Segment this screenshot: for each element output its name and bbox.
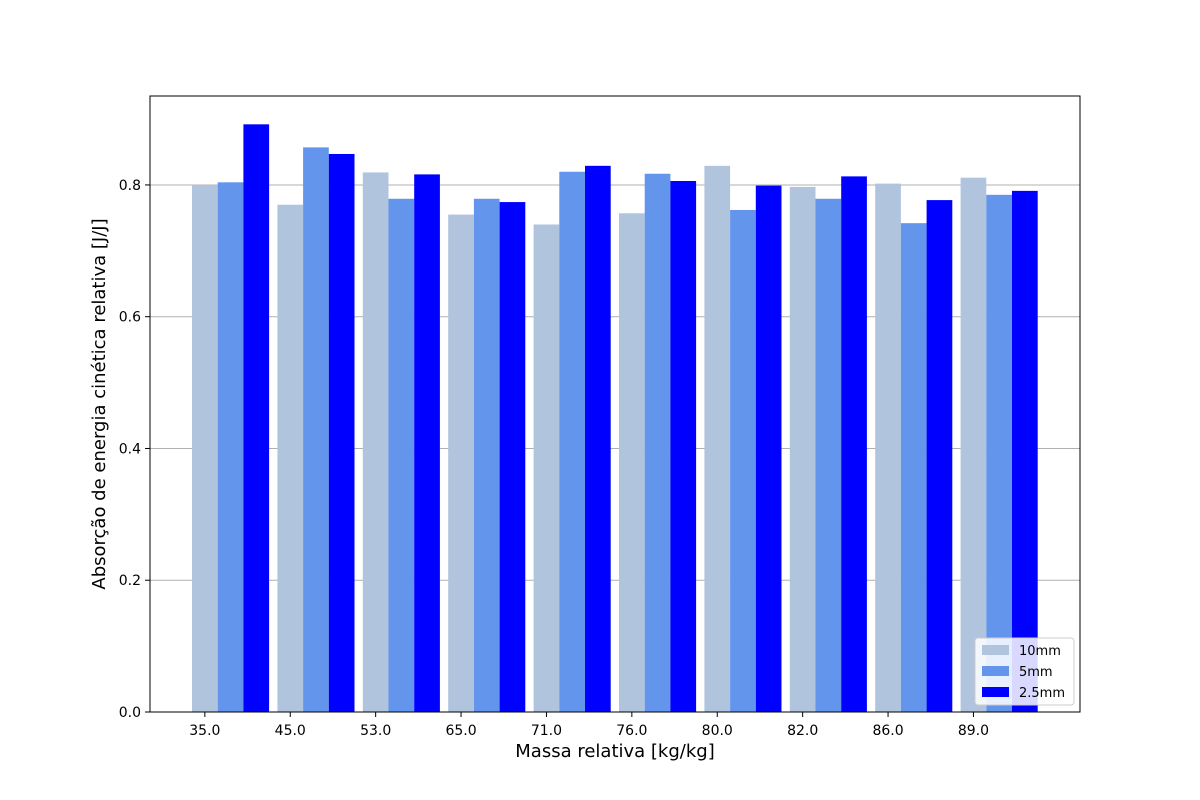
bar-5mm-89.0: [986, 194, 1012, 712]
bar-5mm-76.0: [644, 173, 671, 712]
x-tick-label: 35.0: [189, 723, 220, 739]
bar-5mm-86.0: [900, 223, 927, 712]
bar-2.5mm-76.0: [670, 180, 697, 713]
bar-2.5mm-89.0: [1012, 190, 1038, 712]
bar-2.5mm-82.0: [841, 176, 867, 712]
x-tick-label: 82.0: [787, 723, 818, 739]
plot-frame: [149, 95, 1081, 713]
bar-2.5mm-35.0: [243, 124, 270, 713]
x-tick-label: 89.0: [958, 723, 989, 739]
bar-2.5mm-86.0: [926, 200, 953, 712]
legend-label-10mm: 10mm: [1019, 644, 1061, 659]
y-tick-label: 0.8: [119, 178, 141, 194]
bar-10mm-82.0: [789, 186, 816, 712]
legend-swatch-10mm: [982, 645, 1009, 655]
x-tick-label: 80.0: [702, 723, 733, 739]
legend: 10mm 5mm 2.5mm: [974, 637, 1075, 706]
x-axis-label: Massa relativa [kg/kg]: [515, 741, 714, 762]
y-tick-label: 0.4: [119, 441, 141, 457]
bar-10mm-80.0: [704, 165, 731, 712]
x-tick-label: 65.0: [445, 723, 476, 739]
bar-5mm-82.0: [815, 198, 842, 712]
x-axis: 35.0 45.0 53.0 65.0 71.0 76.0 80.0 82.0 86.0 89.0: [189, 712, 989, 739]
bar-10mm-71.0: [533, 224, 560, 712]
bar-10mm-86.0: [875, 183, 901, 712]
bar-2.5mm-65.0: [499, 202, 526, 712]
x-tick-label: 45.0: [275, 723, 306, 739]
y-axis: 0.0 0.2 0.4 0.6 0.8: [119, 178, 150, 721]
x-tick-label: 76.0: [616, 723, 647, 739]
bar-10mm-45.0: [277, 204, 304, 713]
legend-label-2.5mm: 2.5mm: [1019, 686, 1065, 701]
y-axis-label: Absorção de energia cinética relativa [J…: [89, 218, 110, 589]
bars: [192, 124, 1038, 713]
y-tick-label: 0.6: [119, 310, 141, 326]
x-tick-label: 53.0: [360, 723, 391, 739]
bar-2.5mm-71.0: [585, 165, 611, 712]
legend-label-5mm: 5mm: [1019, 665, 1053, 680]
bar-2.5mm-53.0: [414, 174, 440, 712]
bar-10mm-65.0: [448, 214, 474, 712]
y-tick-label: 0.2: [119, 573, 141, 589]
bar-5mm-71.0: [559, 171, 585, 712]
bar-5mm-45.0: [303, 147, 329, 712]
bar-10mm-76.0: [619, 213, 645, 713]
bar-2.5mm-80.0: [755, 185, 782, 713]
legend-swatch-5mm: [982, 666, 1009, 676]
bar-5mm-53.0: [388, 198, 415, 712]
bar-10mm-89.0: [960, 177, 987, 713]
bar-5mm-65.0: [473, 198, 500, 712]
bar-5mm-35.0: [217, 182, 244, 712]
bar-5mm-80.0: [730, 209, 756, 712]
x-tick-label: 86.0: [872, 723, 903, 739]
y-tick-label: 0.0: [119, 705, 141, 721]
bar-10mm-35.0: [192, 184, 218, 713]
legend-swatch-2.5mm: [982, 687, 1009, 697]
bar-2.5mm-45.0: [328, 153, 355, 713]
x-tick-label: 71.0: [531, 723, 562, 739]
bar-10mm-53.0: [362, 172, 389, 712]
